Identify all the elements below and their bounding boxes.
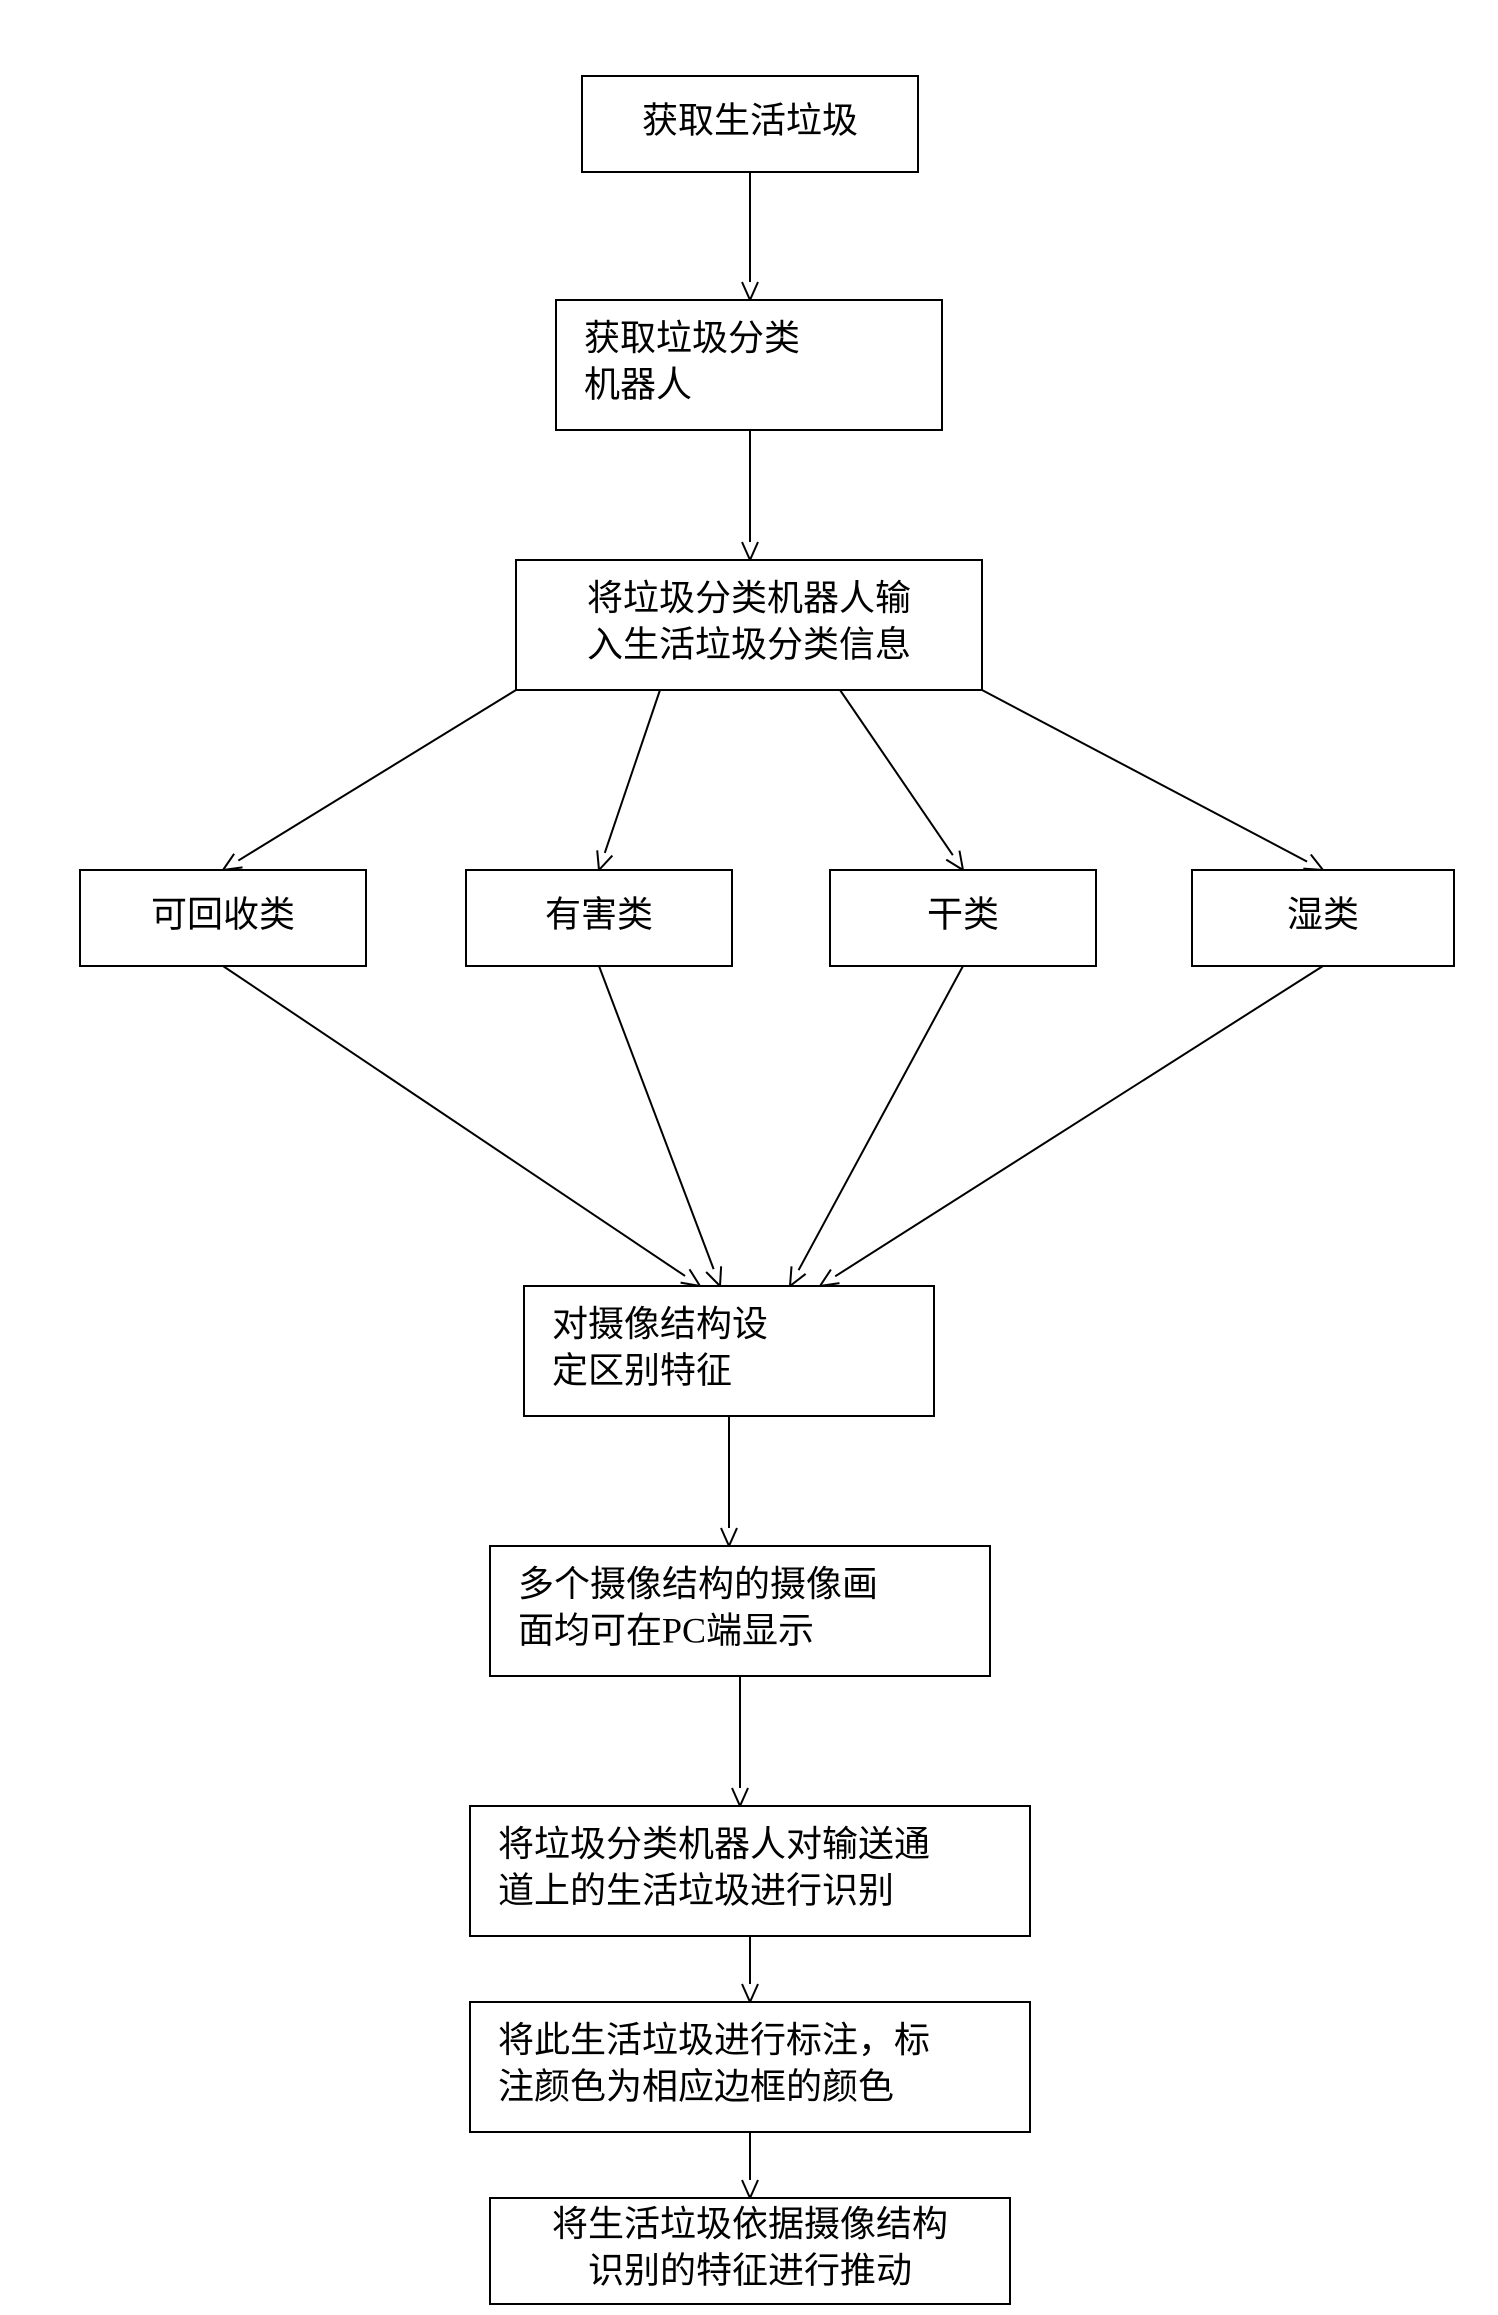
arrowhead: [720, 1266, 721, 1286]
edge-c4-n4: [835, 966, 1323, 1276]
flow-node-label: 获取垃圾分类: [584, 318, 800, 358]
arrowhead: [790, 1274, 806, 1286]
flow-node-label: 注颜色为相应边框的颜色: [498, 2067, 894, 2107]
flow-node-label: 多个摄像结构的摄像画: [518, 1564, 878, 1604]
flow-node-label: 将此生活垃圾进行标注，标: [498, 2020, 930, 2060]
arrowhead: [223, 854, 234, 870]
arrowhead: [750, 282, 758, 300]
edge-n3-c3: [840, 690, 953, 855]
flow-node-label: 机器人: [584, 365, 692, 405]
arrowhead: [742, 542, 750, 560]
arrowhead: [706, 1272, 720, 1286]
edge-c2-n4: [599, 966, 714, 1269]
flow-node-label: 获取生活垃圾: [642, 100, 858, 140]
flow-node-label: 将垃圾分类机器人对输送通: [498, 1824, 930, 1864]
arrowhead: [750, 2180, 758, 2198]
flow-node-label: 定区别特征: [552, 1351, 732, 1391]
edge-c3-n4: [799, 966, 963, 1270]
flowchart-diagram: 获取生活垃圾获取垃圾分类机器人将垃圾分类机器人输入生活垃圾分类信息可回收类 有害类…: [0, 0, 1498, 2315]
edge-n3-c2: [605, 690, 660, 853]
flow-node-label: 入生活垃圾分类信息: [587, 625, 911, 665]
flow-node-label: 将垃圾分类机器人输: [587, 578, 911, 618]
edge-n3-c1: [238, 690, 516, 861]
arrowhead: [1311, 855, 1323, 870]
arrowhead: [732, 1788, 740, 1806]
arrowhead: [721, 1528, 729, 1546]
arrowhead: [597, 850, 599, 870]
arrowhead: [742, 1984, 750, 2002]
flow-node-label: 道上的生活垃圾进行识别: [498, 1871, 894, 1911]
flow-node-label: 识别的特征进行推动: [588, 2251, 912, 2291]
arrowhead: [740, 1788, 748, 1806]
flow-node-label: 对摄像结构设: [552, 1304, 768, 1344]
arrowhead: [820, 1270, 831, 1286]
arrowhead: [750, 1984, 758, 2002]
flow-node-label: 湿类: [1287, 894, 1359, 934]
flow-node-label: 干类: [927, 894, 999, 934]
edge-n3-c4: [982, 690, 1307, 862]
arrowhead: [750, 542, 758, 560]
flow-node-label: 可回收类: [151, 894, 295, 934]
flow-node-label: 面均可在PC端显示: [518, 1611, 814, 1651]
arrowhead: [790, 1266, 792, 1286]
arrowhead: [729, 1528, 737, 1546]
arrowhead: [742, 2180, 750, 2198]
flow-node-label: 有害类: [545, 894, 653, 934]
arrowhead: [742, 282, 750, 300]
flow-node-label: 将生活垃圾依据摄像结构: [552, 2204, 948, 2244]
arrowhead: [599, 856, 612, 870]
